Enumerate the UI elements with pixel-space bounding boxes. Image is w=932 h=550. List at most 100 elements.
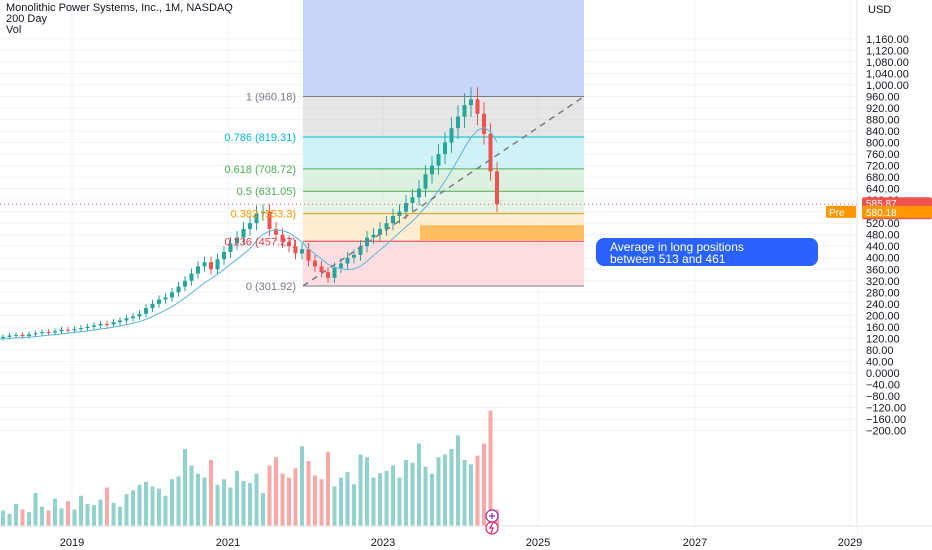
icon-plus (489, 513, 495, 519)
candle[interactable] (436, 144, 441, 176)
candle[interactable] (228, 237, 233, 258)
candle[interactable] (267, 204, 272, 236)
candle[interactable] (66, 326, 70, 334)
candle[interactable] (417, 180, 421, 206)
volume-bar (371, 477, 376, 526)
candle[interactable] (280, 228, 285, 249)
ma-indicator-label[interactable]: 200 Day (6, 13, 47, 25)
candle[interactable] (254, 205, 259, 231)
candle[interactable] (215, 253, 220, 275)
candle[interactable] (378, 222, 382, 242)
candle[interactable] (40, 329, 44, 336)
price-tick-label: 880.00 (866, 115, 900, 127)
candle[interactable] (352, 248, 356, 264)
candle[interactable] (293, 240, 298, 260)
candle[interactable] (313, 254, 317, 272)
note-callout[interactable]: Average in long positions between 513 an… (596, 238, 818, 266)
candle-body (417, 188, 421, 198)
candle[interactable] (443, 132, 447, 164)
volume-bar (469, 464, 473, 526)
candle[interactable] (475, 87, 480, 126)
candle[interactable] (287, 235, 291, 253)
candle[interactable] (170, 287, 174, 302)
candle[interactable] (14, 332, 18, 339)
candle[interactable] (332, 262, 337, 283)
price-tick-label: 920.00 (866, 103, 900, 115)
dashed-trend-line[interactable] (302, 95, 585, 287)
candle[interactable] (456, 105, 460, 140)
volume-bar (404, 460, 408, 526)
candle[interactable] (196, 260, 200, 279)
candle[interactable] (1, 334, 5, 341)
candle[interactable] (300, 242, 304, 260)
lightning-circle-icon[interactable] (485, 521, 499, 535)
candle[interactable] (85, 323, 90, 331)
candle[interactable] (488, 123, 493, 181)
volume-bar (235, 471, 239, 526)
candle[interactable] (274, 222, 278, 242)
candle[interactable] (397, 204, 402, 224)
candle[interactable] (98, 320, 103, 329)
candle[interactable] (365, 231, 369, 253)
candle[interactable] (157, 295, 161, 308)
candle[interactable] (92, 322, 96, 330)
candle-body (98, 323, 103, 326)
candle[interactable] (449, 117, 454, 153)
candle-body (332, 267, 337, 278)
candle[interactable] (59, 326, 64, 334)
volume-bar (46, 510, 51, 526)
event-icons (485, 509, 499, 535)
last-price-value: 585.87 (866, 199, 897, 210)
candle[interactable] (261, 204, 265, 221)
candle[interactable] (345, 251, 350, 270)
candle[interactable] (241, 222, 246, 245)
candle[interactable] (384, 216, 389, 236)
candle[interactable] (248, 216, 252, 236)
candle[interactable] (79, 325, 83, 333)
volume-bar (189, 465, 194, 526)
candle[interactable] (131, 313, 135, 322)
candle[interactable] (189, 268, 194, 286)
candle[interactable] (105, 320, 109, 328)
candle[interactable] (33, 330, 38, 338)
candle[interactable] (144, 304, 148, 318)
candle[interactable] (222, 245, 226, 265)
candle[interactable] (469, 87, 473, 118)
volume-indicator-label[interactable]: Vol (6, 24, 22, 36)
candle[interactable] (118, 317, 122, 326)
candle[interactable] (46, 329, 51, 336)
candle[interactable] (137, 310, 142, 320)
candle[interactable] (124, 314, 129, 324)
candle-body (144, 308, 148, 314)
premarket-badge: Pre 580.18 (826, 205, 932, 219)
volume-bar (462, 460, 467, 526)
candle[interactable] (482, 102, 486, 145)
candle[interactable] (306, 242, 311, 267)
candle[interactable] (358, 240, 363, 261)
candle[interactable] (326, 266, 330, 283)
candle-body (449, 128, 454, 143)
candle[interactable] (462, 93, 467, 129)
candle-body (215, 259, 220, 270)
candle[interactable] (404, 195, 408, 220)
candle[interactable] (423, 165, 428, 198)
plus-circle-icon[interactable] (485, 509, 499, 523)
candle[interactable] (111, 319, 116, 328)
candle[interactable] (410, 189, 415, 211)
candle[interactable] (391, 208, 395, 231)
candle-body (157, 299, 161, 304)
candle[interactable] (163, 293, 168, 304)
candle[interactable] (183, 275, 187, 292)
candle[interactable] (319, 260, 324, 278)
price-tick-label: 400.00 (866, 253, 900, 265)
candle[interactable] (176, 281, 181, 297)
candle[interactable] (235, 231, 239, 250)
candle[interactable] (150, 299, 155, 312)
candle[interactable] (371, 228, 376, 245)
candle[interactable] (209, 256, 213, 275)
candle[interactable] (202, 256, 207, 272)
candle[interactable] (430, 156, 434, 184)
fib-level-label: 0 (301.92) (246, 281, 296, 293)
candle-body (436, 154, 441, 166)
